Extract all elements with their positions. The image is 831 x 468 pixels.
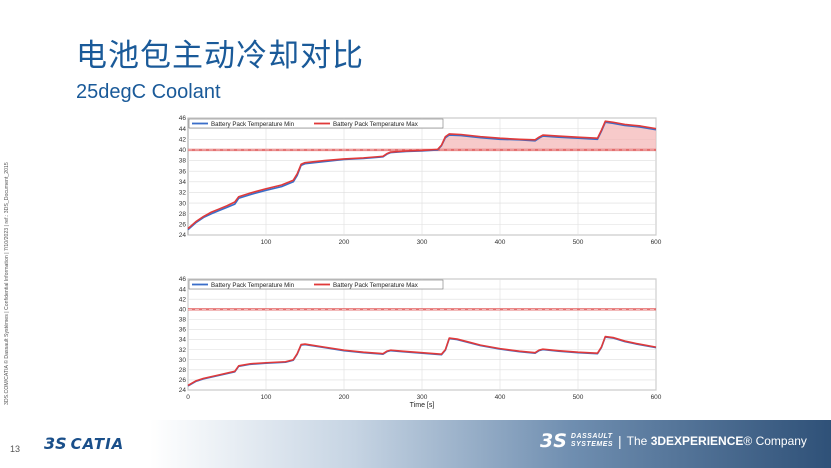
y-tick-label: 42 <box>179 296 187 303</box>
slide-title: 电池包主动冷却对比 <box>76 38 364 74</box>
y-tick-label: 24 <box>179 232 187 239</box>
x-tick-label: 400 <box>495 394 506 401</box>
tagline-prefix: The <box>626 434 651 448</box>
plot-area <box>187 117 657 236</box>
y-tick-label: 46 <box>179 115 187 122</box>
y-tick-label: 30 <box>179 357 187 364</box>
y-tick-label: 34 <box>179 179 187 186</box>
x-tick-label: 500 <box>573 239 584 246</box>
x-tick-label: 100 <box>261 394 272 401</box>
y-tick-label: 30 <box>179 200 187 207</box>
ds-mark-icon: 3S <box>44 434 67 453</box>
x-tick-label: 200 <box>339 239 350 246</box>
catia-logo: 3S CATIA <box>44 434 124 453</box>
y-tick-label: 44 <box>179 126 187 133</box>
x-tick-label: 100 <box>261 239 272 246</box>
legend-label: Battery Pack Temperature Min <box>211 282 295 289</box>
x-tick-label: 400 <box>495 239 506 246</box>
x-tick-label: 500 <box>573 394 584 401</box>
y-tick-label: 24 <box>179 387 187 394</box>
footer-band <box>150 420 831 468</box>
series-line-max <box>187 120 657 230</box>
y-tick-label: 34 <box>179 337 187 344</box>
legend-label: Battery Pack Temperature Min <box>211 121 295 128</box>
y-tick-label: 36 <box>179 327 187 334</box>
y-tick-label: 46 <box>179 276 187 283</box>
tagline-bold: 3DEXPERIENCE <box>650 434 744 448</box>
legend: Battery Pack Temperature Min Battery Pack… <box>188 279 444 290</box>
tagline: The 3DEXPERIENCE® Company <box>627 434 807 448</box>
dassault-word: DASSAULT <box>570 433 613 440</box>
x-tick-label: 600 <box>651 394 662 401</box>
x-tick-label: 300 <box>417 394 428 401</box>
x-tick-label: 200 <box>339 394 350 401</box>
area-above-threshold <box>188 121 656 150</box>
y-tick-label: 40 <box>179 147 187 154</box>
slide-subtitle: 25degC Coolant <box>76 81 221 103</box>
logo-separator: | <box>618 433 622 449</box>
dassault-logo: 3S DASSAULT SYSTEMES | The 3DEXPERIENCE®… <box>540 430 807 452</box>
series-line-min <box>187 336 657 387</box>
systemes-word: SYSTEMES <box>570 441 614 448</box>
dassault-wordmark: DASSAULT SYSTEMES <box>571 433 613 449</box>
y-tick-label: 38 <box>179 158 187 165</box>
y-tick-label: 28 <box>179 211 187 218</box>
series-line-min <box>187 121 657 231</box>
legend-label: Battery Pack Temperature Max <box>333 282 419 289</box>
series-line-max <box>187 335 657 387</box>
y-tick-label: 40 <box>179 306 187 313</box>
y-tick-label: 36 <box>179 168 187 175</box>
y-tick-label: 32 <box>179 347 187 354</box>
page-number: 13 <box>10 444 21 454</box>
plot-area <box>187 278 657 391</box>
legend-label: Battery Pack Temperature Max <box>333 121 419 128</box>
y-tick-label: 44 <box>179 286 187 293</box>
y-tick-label: 38 <box>179 317 187 324</box>
y-tick-label: 32 <box>179 190 187 197</box>
y-tick-label: 42 <box>179 136 187 143</box>
y-tick-label: 28 <box>179 367 187 374</box>
tagline-suffix: ® Company <box>743 434 807 448</box>
x-axis-label: Time [s] <box>410 402 435 409</box>
x-tick-label: 300 <box>417 239 428 246</box>
legend: Battery Pack Temperature Min Battery Pack… <box>188 118 444 129</box>
ds-mark-icon: 3S <box>540 430 567 452</box>
x-tick-label: 600 <box>651 239 662 246</box>
legend-box <box>188 118 444 129</box>
confidential-sidebar: 3DS.COM/CATIA © Dassault Systèmes | Conf… <box>4 162 16 417</box>
catia-wordmark: CATIA <box>70 434 125 453</box>
sidebar-text: 3DS.COM/CATIA © Dassault Systèmes | Conf… <box>4 162 10 405</box>
y-tick-label: 26 <box>179 222 187 229</box>
y-tick-label: 26 <box>179 377 187 384</box>
x-tick-label: 0 <box>186 394 190 401</box>
legend-box <box>188 279 444 290</box>
